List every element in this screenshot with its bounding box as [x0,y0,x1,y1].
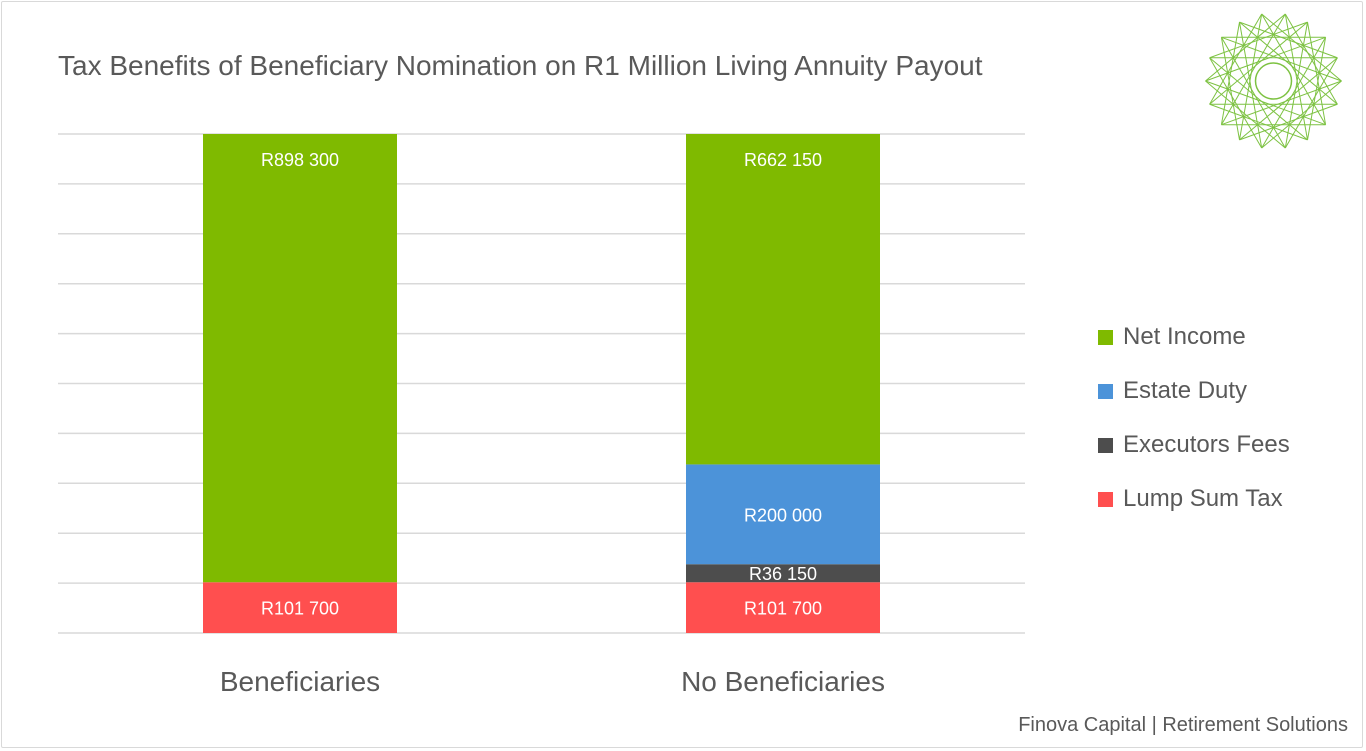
x-tick-labels: Beneficiaries No Beneficiaries [220,666,885,697]
logo-stroke [1205,13,1286,82]
legend-swatch [1098,491,1113,507]
spirograph-logo-icon [1205,13,1342,149]
logo-stroke [1221,36,1342,82]
legend-item: Lump Sum Tax [1098,472,1290,526]
logo-stroke [1209,21,1308,105]
logo-stroke [1239,22,1263,149]
logo-stroke [1205,80,1326,126]
legend-item: Executors Fees [1098,418,1290,472]
logo-stroke [1284,13,1338,105]
data-label: R898 300 [261,150,339,170]
legend-swatch [1098,437,1113,453]
logo-ring [1254,62,1293,100]
x-tick-label: Beneficiaries [220,666,380,697]
data-label: R101 700 [744,599,822,619]
legend-label: Lump Sum Tax [1123,485,1283,512]
logo-stroke [1307,22,1327,125]
legend-item: Estate Duty [1098,364,1290,418]
bar-segment [203,582,397,633]
logo-stroke [1220,37,1286,149]
bar-segment [686,134,880,465]
data-label: R36 150 [749,564,817,584]
legend-swatch [1098,383,1113,399]
x-tick-label: No Beneficiaries [681,666,885,697]
data-label: R101 700 [261,599,339,619]
logo-stroke [1239,21,1338,59]
footer-credit: Finova Capital | Retirement Solutions [1018,714,1348,736]
bars [203,134,880,633]
logo-stroke [1239,21,1338,105]
logo-stroke [1209,103,1308,141]
logo-stroke [1209,13,1263,105]
legend-label: Net Income [1123,323,1246,350]
logo-stroke [1261,80,1342,149]
legend-swatch [1098,329,1113,345]
legend-label: Executors Fees [1123,431,1290,458]
bar-segment [686,464,880,565]
logo-stroke [1261,37,1327,149]
bar-labels: R101 700 R898 300 R101 700 R36 150 R200 000 R… [261,150,822,619]
logo-stroke [1261,13,1327,125]
logo-stroke [1239,13,1263,140]
legend-label: Estate Duty [1123,377,1248,404]
logo-stroke [1239,103,1338,141]
logo-stroke [1220,37,1240,140]
data-label: R662 150 [744,150,822,170]
logo-stroke [1209,21,1308,59]
logo-stroke [1209,57,1308,141]
bar-segment [686,564,880,583]
bar-segment [686,582,880,633]
logo-stroke [1284,22,1308,149]
data-label: R200 000 [744,505,822,525]
logo-stroke [1209,57,1263,149]
logo-stroke [1307,37,1327,140]
logo-stroke [1284,57,1338,149]
logo-stroke [1261,13,1342,82]
logo-stroke [1205,80,1286,149]
logo-stroke [1239,57,1338,141]
legend-item: Net Income [1098,310,1290,364]
logo-stroke [1284,13,1308,140]
logo-stroke [1221,80,1342,126]
bar-segment [203,134,397,583]
legend: Net Income Estate Duty Executors Fees Lump … [1098,310,1290,526]
logo-stroke [1220,13,1286,125]
logo-stroke [1220,22,1240,125]
chart-title: Tax Benefits of Beneficiary Nomination o… [58,50,983,81]
logo-stroke [1205,36,1326,82]
